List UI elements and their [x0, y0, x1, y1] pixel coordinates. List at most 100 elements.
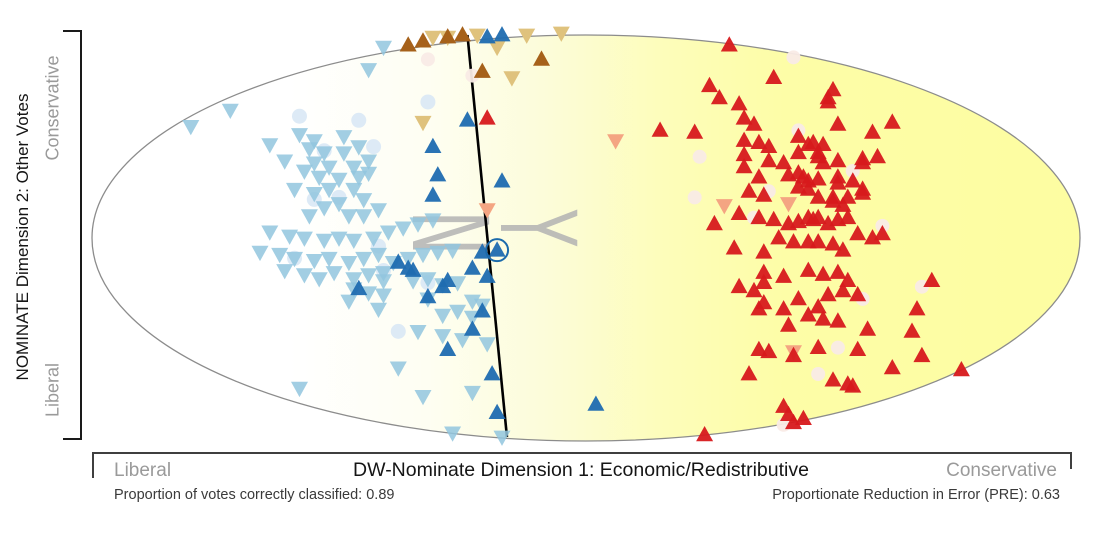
point-red-up: [725, 239, 743, 255]
point-red-up: [686, 123, 704, 139]
point-tan-down: [518, 28, 536, 44]
point-light-blue-down: [281, 229, 299, 245]
point-light-blue-down: [360, 268, 378, 284]
point-red-up: [775, 267, 793, 283]
point-light-blue-down: [454, 333, 471, 349]
point-light-blue-down: [340, 209, 358, 225]
point-red-up: [824, 192, 842, 208]
point-dark-blue-up: [478, 28, 496, 44]
point-light-blue-down: [345, 272, 363, 288]
point-brown-up: [399, 36, 417, 52]
point-dark-blue-up: [483, 365, 501, 381]
point-light-blue-down: [286, 182, 303, 199]
point-light-blue-down: [424, 213, 442, 229]
point-dark-blue-up: [419, 287, 437, 304]
point-red-up: [750, 133, 768, 149]
point-light-blue-down: [261, 225, 279, 241]
point-light-blue-down: [320, 160, 338, 176]
point-red-up: [770, 229, 788, 245]
point-red-up: [478, 109, 496, 125]
point-light-blue-down: [330, 197, 348, 213]
point-light-blue-down: [375, 288, 392, 304]
point-red-up: [710, 89, 728, 105]
point-dark-blue-up: [587, 395, 605, 411]
scatter-points: [182, 26, 970, 446]
point-light-blue-down: [335, 146, 353, 162]
point-red-up: [834, 196, 852, 212]
point-salmon-down: [607, 134, 625, 150]
point-red-up: [765, 210, 783, 227]
point-tan-down: [552, 26, 570, 42]
point-red-up: [809, 170, 827, 186]
point-tan-down: [488, 40, 506, 57]
point-light-blue-down: [330, 172, 348, 189]
point-dark-blue-up: [458, 111, 476, 127]
y-axis-top-label: Conservative: [42, 55, 63, 161]
point-dark-blue-up: [424, 186, 442, 202]
point-salmon-down: [715, 199, 733, 215]
point-red-up: [780, 316, 797, 332]
point-red-up: [829, 115, 847, 131]
x-axis-right-label: Conservative: [946, 460, 1057, 481]
point-red-up: [829, 263, 847, 279]
point-red-up: [854, 184, 872, 200]
point-red-up: [789, 290, 807, 306]
point-light-blue-down: [276, 154, 294, 170]
series-tan-down: [414, 26, 570, 132]
point-light-blue-down: [315, 146, 333, 162]
point-pale-pink-dots: [830, 340, 845, 355]
point-dark-blue-up: [429, 166, 447, 182]
point-red-up: [735, 131, 753, 147]
point-light-blue-down: [271, 247, 289, 264]
point-red-up: [755, 294, 773, 310]
point-red-up: [755, 263, 773, 279]
point-light-blue-down: [221, 103, 239, 119]
point-red-up: [809, 298, 827, 314]
point-light-blue-down: [320, 182, 338, 199]
point-red-up: [696, 426, 714, 442]
point-light-blue-down: [434, 329, 452, 345]
point-light-blue-down: [345, 160, 363, 176]
point-pale-pink-dots: [786, 50, 801, 65]
point-red-up: [844, 377, 862, 393]
point-red-up: [789, 127, 807, 143]
point-dark-blue-up: [439, 340, 457, 356]
point-red-up: [740, 365, 758, 381]
point-red-up: [789, 178, 807, 194]
point-light-blue-down: [493, 430, 511, 446]
point-light-blue-down: [345, 233, 363, 249]
point-light-blue-down: [370, 302, 387, 318]
point-light-blue-down: [291, 128, 308, 144]
point-red-up: [765, 68, 783, 84]
point-red-up: [859, 320, 877, 336]
y-axis-bottom-label: Liberal: [42, 362, 63, 418]
point-red-up: [913, 346, 931, 363]
point-light-blue-down: [315, 201, 333, 217]
point-brown-up: [533, 50, 550, 66]
point-red-up: [730, 204, 748, 220]
point-light-blue-down: [345, 182, 363, 199]
point-red-up: [864, 229, 881, 245]
point-red-up: [809, 233, 827, 249]
point-light-blue-down: [419, 272, 437, 288]
point-red-up: [814, 310, 832, 326]
point-red-up: [824, 371, 842, 387]
point-red-up: [740, 182, 758, 198]
point-light-blue-down: [409, 217, 427, 233]
point-tan-down: [424, 30, 442, 46]
point-dark-blue-up: [424, 137, 442, 153]
point-light-blue-down: [360, 63, 378, 79]
point-light-blue-down: [340, 256, 358, 272]
point-light-blue-down: [379, 225, 397, 241]
point-light-blue-down: [463, 294, 481, 310]
point-light-blue-down: [261, 138, 279, 154]
point-light-blue-down: [355, 209, 373, 225]
point-red-up: [849, 225, 867, 241]
point-light-blue-down: [182, 120, 200, 136]
point-light-blue-down: [414, 247, 432, 264]
point-red-up: [750, 208, 768, 225]
point-red-up: [730, 95, 748, 111]
point-red-up: [883, 359, 901, 375]
